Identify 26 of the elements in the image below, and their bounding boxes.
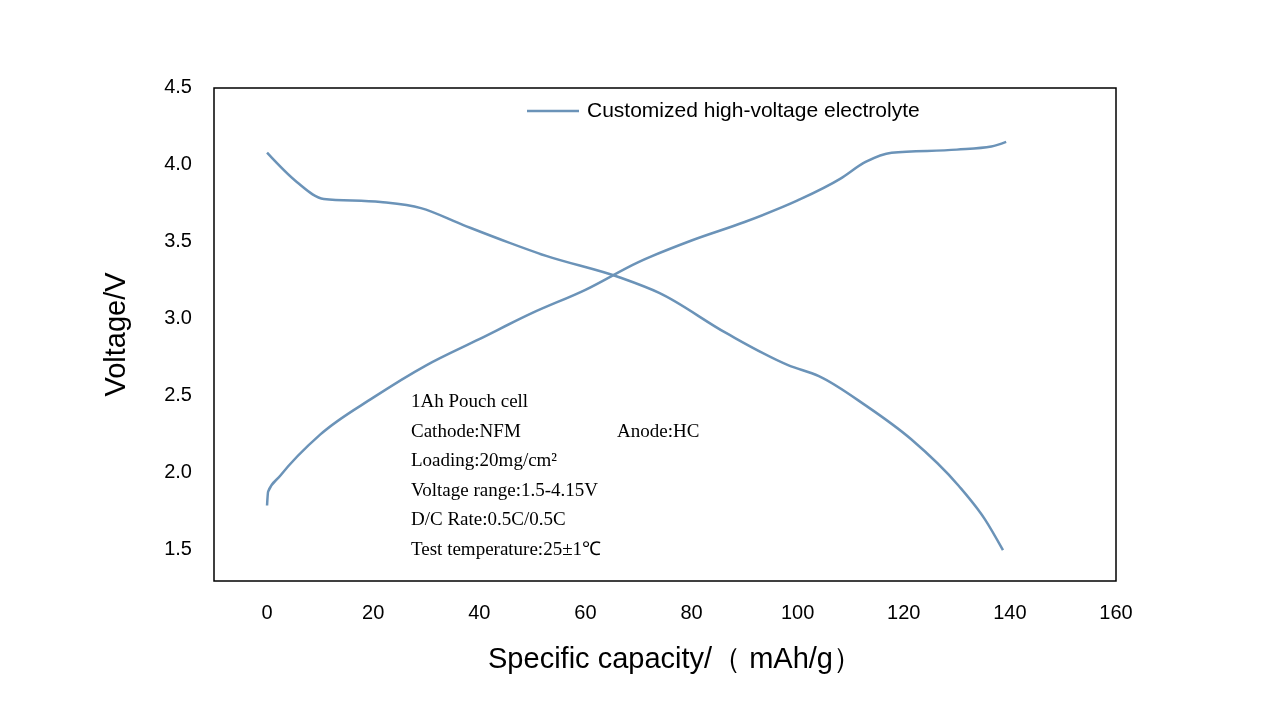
y-tick-label: 4.5 <box>164 75 192 98</box>
annotation: Loading:20mg/cm² <box>411 449 558 471</box>
annotation: Test temperature:25±1℃ <box>411 537 602 559</box>
y-tick-label: 3.0 <box>164 306 192 329</box>
x-tick-label: 40 <box>468 601 491 623</box>
y-axis-title: Voltage/V <box>99 271 131 397</box>
x-tick-label: 100 <box>780 601 815 623</box>
y-tick-label: 2.0 <box>164 460 192 483</box>
x-tick-label: 160 <box>1099 601 1133 623</box>
legend-label: Customized high-voltage electrolyte <box>587 97 920 121</box>
x-axis-title: Specific capacity/（ mAh/g） <box>488 642 862 674</box>
annotation: D/C Rate:0.5C/0.5C <box>411 508 566 530</box>
x-tick-label: 120 <box>887 601 921 623</box>
x-tick-label: 0 <box>261 601 273 623</box>
x-tick-label: 80 <box>680 601 703 623</box>
annotation: Cathode:NFM <box>411 419 521 441</box>
y-tick-label: 4.0 <box>164 152 192 175</box>
x-tick-label: 20 <box>362 601 385 623</box>
y-tick-label: 3.5 <box>164 229 192 252</box>
annotation: Voltage range:1.5-4.15V <box>411 478 599 500</box>
y-tick-label: 2.5 <box>164 383 192 406</box>
x-tick-label: 140 <box>993 601 1027 623</box>
annotation: Anode:HC <box>617 419 700 441</box>
annotation: 1Ah Pouch cell <box>411 390 529 412</box>
y-tick-label: 1.5 <box>164 537 192 560</box>
x-tick-label: 60 <box>574 601 597 623</box>
